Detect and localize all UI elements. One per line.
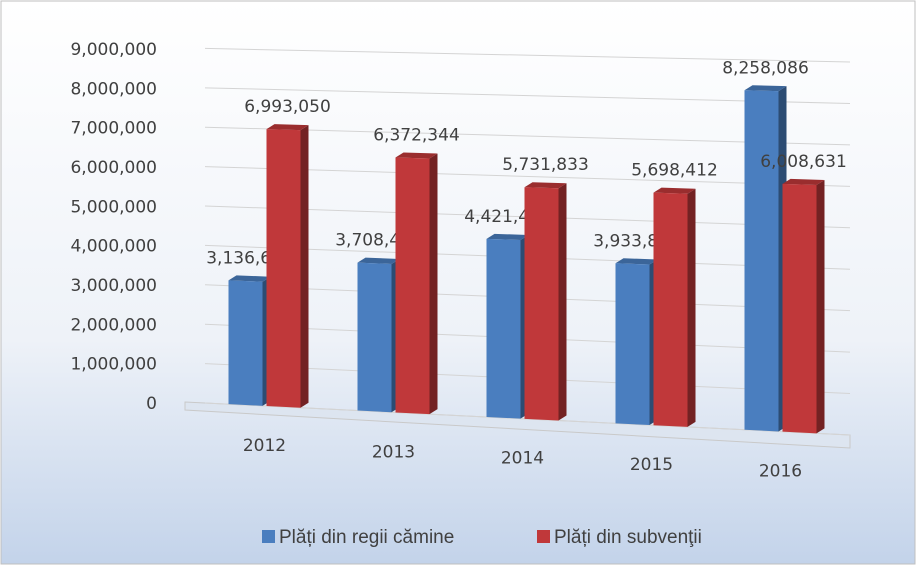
- y-tick-label: 6,000,000: [70, 158, 157, 178]
- legend-swatch: [537, 530, 550, 543]
- bar: [357, 262, 392, 413]
- bar-top: [744, 85, 787, 92]
- y-tick-label: 3,000,000: [70, 276, 157, 296]
- x-tick-label: 2012: [243, 436, 286, 456]
- bar-top: [615, 258, 658, 265]
- bar: [744, 90, 779, 432]
- bar: [395, 157, 430, 415]
- bar-top: [357, 257, 400, 264]
- bar-top: [653, 187, 696, 194]
- data-label: 5,731,833: [502, 155, 589, 175]
- bar: [228, 280, 263, 406]
- data-label: 6,008,631: [760, 152, 847, 172]
- data-label: 5,698,412: [631, 161, 718, 181]
- grid-line: [204, 126, 851, 146]
- y-tick-label: 5,000,000: [70, 197, 157, 217]
- data-label: 6,993,050: [244, 97, 331, 117]
- y-tick-label: 4,000,000: [70, 237, 157, 257]
- legend-label: Plăți din subvenţii: [554, 527, 702, 548]
- x-tick-label: 2014: [501, 449, 544, 469]
- bar-side: [300, 125, 309, 408]
- x-tick-label: 2016: [759, 462, 802, 482]
- y-tick-label: 7,000,000: [70, 119, 157, 139]
- grid-line: [204, 87, 851, 104]
- bar-top: [266, 124, 309, 131]
- bar-top: [395, 152, 438, 159]
- bar-top: [524, 182, 567, 189]
- y-tick-label: 0: [146, 394, 157, 414]
- bar: [653, 192, 688, 427]
- data-label: 8,258,086: [722, 58, 809, 78]
- bar-top: [228, 275, 271, 282]
- y-tick-label: 8,000,000: [70, 79, 157, 99]
- y-tick-label: 9,000,000: [70, 40, 157, 60]
- y-tick-label: 2,000,000: [70, 315, 157, 335]
- bar-side: [558, 183, 567, 421]
- x-tick-label: 2015: [630, 455, 673, 475]
- y-tick-label: 1,000,000: [70, 355, 157, 375]
- bar: [486, 238, 521, 419]
- bar: [524, 187, 559, 421]
- legend-swatch: [262, 530, 275, 543]
- bar: [782, 183, 817, 434]
- bar: [615, 263, 650, 426]
- bar-side: [429, 153, 438, 415]
- legend-label: Plăți din regii cămine: [279, 527, 454, 548]
- bar-side: [816, 179, 825, 434]
- grid-line: [204, 166, 851, 187]
- bar-top: [486, 233, 529, 241]
- data-label: 6,372,344: [373, 126, 460, 146]
- grid-line: [204, 47, 851, 63]
- bar-top: [782, 178, 825, 185]
- bar: [266, 129, 301, 408]
- x-tick-label: 2013: [372, 442, 415, 462]
- bar-side: [687, 188, 696, 427]
